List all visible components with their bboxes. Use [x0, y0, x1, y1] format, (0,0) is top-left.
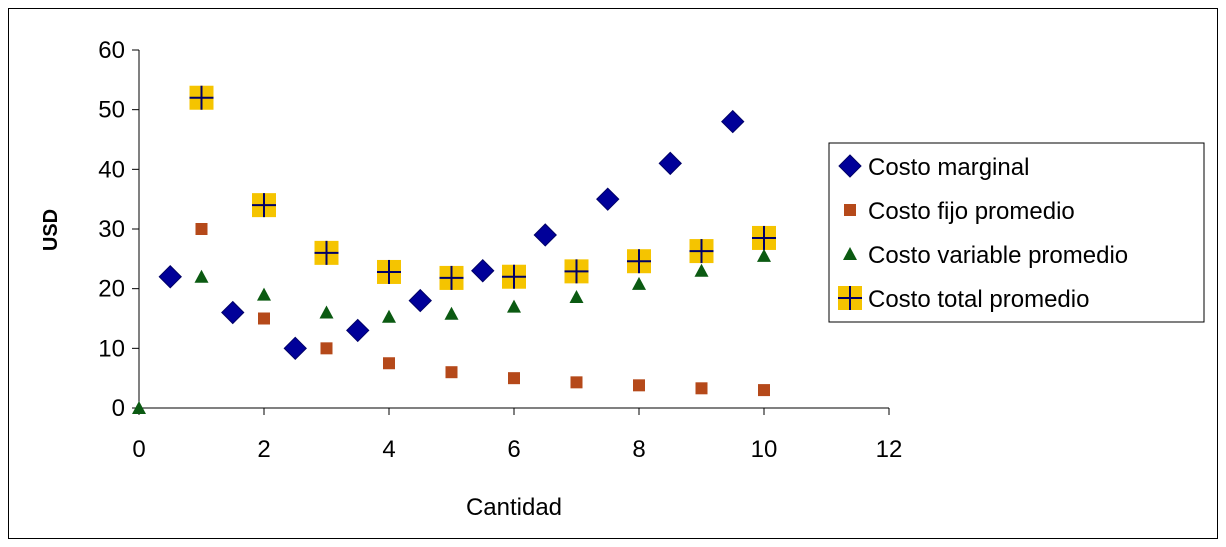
data-marks — [132, 85, 776, 414]
data-point — [408, 288, 432, 313]
data-point — [632, 276, 646, 290]
data-point — [377, 259, 401, 284]
data-point — [132, 401, 146, 414]
x-tick-label: 2 — [257, 436, 270, 463]
y-tick-label: 20 — [98, 276, 125, 303]
data-point — [195, 223, 208, 235]
data-point — [502, 264, 526, 289]
data-point — [627, 249, 651, 274]
data-point — [570, 376, 583, 389]
legend-item: Costo fijo promedio — [844, 198, 1075, 225]
data-point — [194, 269, 209, 283]
y-tick-label: 10 — [98, 335, 125, 362]
x-tick-label: 4 — [382, 436, 395, 463]
data-point — [221, 300, 245, 325]
data-point — [252, 193, 276, 218]
data-point — [533, 223, 557, 247]
y-tick-label: 60 — [98, 37, 125, 64]
data-point — [758, 384, 770, 397]
x-tick-label: 12 — [876, 436, 903, 463]
data-point — [257, 287, 271, 301]
y-tick-label: 30 — [98, 216, 125, 243]
data-point — [695, 382, 708, 395]
x-tick-label: 6 — [507, 436, 520, 463]
data-point — [757, 248, 771, 262]
data-point — [471, 259, 495, 283]
y-tick-label: 50 — [98, 97, 125, 124]
data-point — [258, 312, 270, 325]
y-tick-label: 40 — [98, 156, 125, 183]
data-point — [694, 263, 709, 277]
series-costo-variable-promedio — [132, 248, 771, 414]
data-point — [383, 357, 395, 370]
legend-marker — [844, 204, 856, 216]
legend-item: Costo marginal — [838, 154, 1029, 181]
y-tick-label: 0 — [112, 395, 125, 422]
data-point — [569, 290, 584, 304]
legend: Costo marginal Costo fijo promedio Costo v… — [828, 142, 1205, 323]
series-costo-fijo-promedio — [195, 223, 770, 397]
legend-label: Costo variable promedio — [868, 242, 1128, 269]
y-axis-label: USD — [40, 209, 62, 251]
data-point — [444, 306, 459, 320]
series-costo-total-promedio — [189, 85, 776, 290]
legend-item: Costo variable promedio — [843, 242, 1128, 269]
data-point — [346, 318, 370, 343]
data-point — [382, 309, 396, 323]
data-point — [596, 187, 620, 211]
data-point — [320, 342, 333, 355]
legend-label: Costo marginal — [868, 154, 1029, 181]
legend-marker — [843, 247, 857, 260]
data-point — [189, 85, 214, 110]
data-point — [445, 366, 458, 379]
legend-label: Costo total promedio — [868, 286, 1089, 313]
data-point — [721, 109, 745, 134]
data-point — [752, 225, 776, 250]
legend-item: Costo total promedio — [838, 286, 1089, 313]
x-tick-label: 0 — [132, 436, 145, 463]
data-point — [633, 379, 645, 392]
legend-marker — [838, 286, 862, 310]
legend-box — [828, 142, 1205, 323]
legend-marker — [838, 154, 862, 178]
data-point — [158, 265, 182, 289]
x-tick-label: 10 — [751, 436, 778, 463]
data-point — [319, 305, 334, 319]
x-tick-label: 8 — [632, 436, 645, 463]
series-costo-marginal — [158, 109, 745, 361]
data-point — [283, 336, 307, 361]
data-point — [564, 259, 589, 284]
x-axis-label: Cantidad — [466, 494, 562, 521]
data-point — [439, 265, 464, 290]
data-point — [689, 239, 714, 264]
legend-label: Costo fijo promedio — [868, 198, 1075, 225]
tick-labels: 0 10 20 30 40 50 60 0 2 4 6 8 10 12 — [98, 37, 902, 463]
data-point — [507, 299, 521, 313]
data-point — [508, 372, 520, 385]
data-point — [314, 240, 339, 265]
data-point — [658, 151, 682, 176]
